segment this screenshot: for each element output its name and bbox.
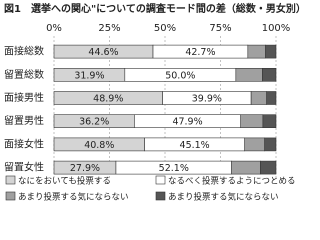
legend-label: なにをおいても投票する [18, 176, 111, 187]
bar-segment [244, 137, 265, 152]
y-tick-label: 留置総数 [4, 68, 44, 81]
value-label: 40.8% [84, 140, 114, 151]
value-label: 44.6% [88, 47, 118, 58]
bar-segment [250, 91, 267, 105]
x-tick-label: 25% [98, 23, 120, 34]
value-label: 36.2% [79, 117, 109, 128]
value-label: 31.9% [74, 70, 104, 81]
value-label: 27.9% [70, 163, 100, 174]
legend-swatch [155, 191, 166, 201]
bar-segment [266, 91, 277, 105]
bar-segment [265, 44, 277, 59]
value-label: 42.7% [185, 47, 215, 58]
page: 図1 選挙への関心"についての調査モード間の差（総数・男女別） 0% 25% 50%… [4, 2, 306, 203]
x-tick-label: 0% [46, 23, 62, 34]
x-tick-label: 100% [262, 23, 291, 34]
y-tick-label: 留置女性 [4, 161, 44, 174]
bar-segment [235, 68, 263, 82]
legend-swatch [155, 175, 166, 185]
value-label: 39.9% [192, 94, 222, 105]
x-tick-label: 50% [154, 23, 176, 34]
legend-label: あまり投票する気にならない [168, 192, 279, 203]
y-tick-label: 面接総数 [4, 45, 44, 58]
bar-segment [262, 114, 277, 128]
x-tick-label: 75% [209, 23, 231, 34]
legend-label: あまり投票する気にならない [18, 192, 129, 203]
bar-segment [231, 160, 261, 175]
value-label: 47.9% [172, 117, 202, 128]
value-label: 52.1% [159, 163, 189, 174]
legend-swatch [5, 175, 16, 185]
legend-label: なるべく投票するようにつとめる [168, 176, 296, 187]
y-tick-label: 留置男性 [4, 114, 44, 127]
value-label: 45.1% [180, 140, 210, 151]
y-tick-label: 面接男性 [4, 91, 44, 104]
bar-segment [264, 137, 277, 152]
chart-title: 図1 選挙への関心"についての調査モード間の差（総数・男女別） [4, 2, 306, 15]
bar-segment [240, 114, 264, 128]
value-label: 50.0% [165, 70, 195, 81]
bar-segment [262, 68, 277, 82]
chart: 図1 選挙への関心"についての調査モード間の差（総数・男女別） 0% 25% 50%… [4, 2, 306, 203]
bar-segment [260, 160, 277, 175]
y-tick-label: 面接女性 [4, 137, 44, 150]
legend-swatch [5, 191, 16, 201]
bar-segment [247, 44, 266, 59]
value-label: 48.9% [93, 94, 123, 105]
